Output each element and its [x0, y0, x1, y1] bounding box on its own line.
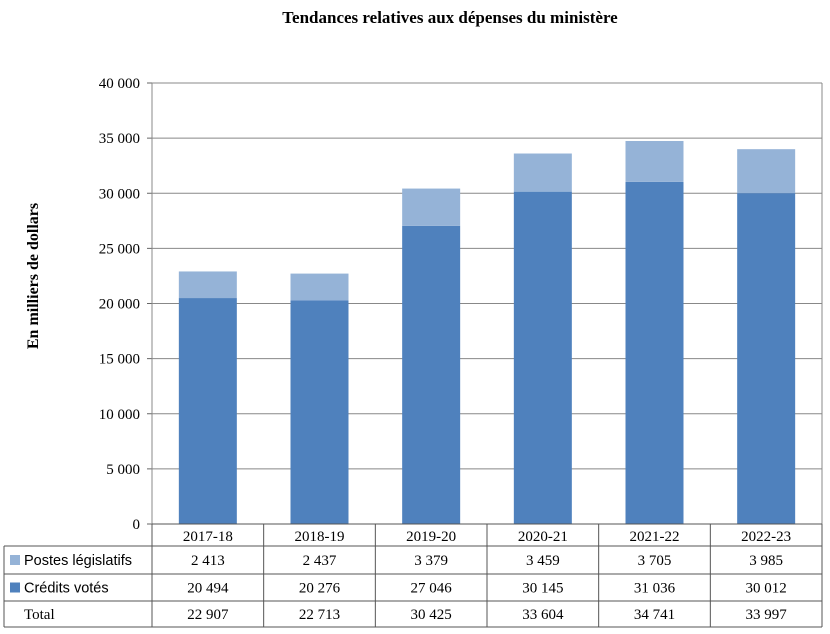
- y-tick-label: 5 000: [106, 462, 140, 478]
- total-label: 30 425: [411, 607, 452, 623]
- data-label: 2 413: [191, 553, 225, 569]
- category-label: 2020-21: [518, 529, 568, 545]
- data-label: 31 036: [634, 581, 676, 597]
- row-label: Crédits votés: [24, 581, 109, 597]
- y-tick-label: 15 000: [99, 352, 140, 368]
- legend-swatch: [10, 582, 20, 593]
- data-label: 3 705: [638, 553, 672, 569]
- data-table: 2017-18 2018-19 2019-20 2020-21 2021-22 2022-…: [3, 523, 823, 628]
- data-label: 20 494: [187, 581, 229, 597]
- bar-postes-legislatifs: [513, 153, 572, 192]
- category-label: 2017-18: [183, 529, 233, 545]
- total-label: 22 713: [299, 607, 340, 623]
- gridlines: [147, 82, 823, 525]
- bar-credits-votes: [178, 298, 237, 524]
- bar-postes-legislatifs: [178, 271, 237, 299]
- bar-postes-legislatifs: [290, 273, 349, 301]
- chart-title: Tendances relatives aux dépenses du mini…: [282, 8, 618, 27]
- row-label: Total: [24, 607, 55, 623]
- bar-credits-votes: [625, 181, 684, 524]
- y-tick-label: 25 000: [99, 241, 140, 257]
- bar-credits-votes: [290, 300, 349, 524]
- bar-postes-legislatifs: [625, 140, 684, 182]
- data-label: 3 985: [749, 553, 783, 569]
- total-label: 33 997: [746, 607, 788, 623]
- y-axis-ticks: 0 5 000 10 000 15 000 20 000 25 000 30 000 35 0…: [99, 76, 140, 533]
- bars: [178, 140, 796, 525]
- data-label: 27 046: [411, 581, 453, 597]
- category-label: 2022-23: [741, 529, 791, 545]
- y-tick-label: 20 000: [99, 297, 140, 313]
- bar-credits-votes: [402, 225, 461, 524]
- category-label: 2021-22: [630, 529, 680, 545]
- legend-swatch: [10, 555, 20, 565]
- y-tick-label: 40 000: [99, 76, 140, 92]
- data-label: 3 459: [526, 553, 560, 569]
- data-label: 3 379: [414, 553, 448, 569]
- bar-postes-legislatifs: [737, 149, 796, 194]
- bar-credits-votes: [513, 191, 572, 525]
- y-tick-label: 10 000: [99, 407, 140, 423]
- total-label: 22 907: [187, 607, 229, 623]
- data-label: 30 145: [522, 581, 563, 597]
- y-tick-label: 0: [133, 517, 141, 533]
- category-label: 2018-19: [295, 529, 345, 545]
- total-label: 34 741: [634, 607, 675, 623]
- data-label: 30 012: [746, 581, 787, 597]
- row-label: Postes législatifs: [24, 553, 132, 569]
- bar-credits-votes: [737, 193, 796, 524]
- category-label: 2019-20: [406, 529, 456, 545]
- y-axis-label: En milliers de dollars: [25, 203, 42, 349]
- total-label: 33 604: [522, 607, 564, 623]
- data-label: 2 437: [303, 553, 337, 569]
- y-tick-label: 30 000: [99, 186, 140, 202]
- data-label: 20 276: [299, 581, 341, 597]
- y-tick-label: 35 000: [99, 131, 140, 147]
- bar-postes-legislatifs: [402, 188, 461, 226]
